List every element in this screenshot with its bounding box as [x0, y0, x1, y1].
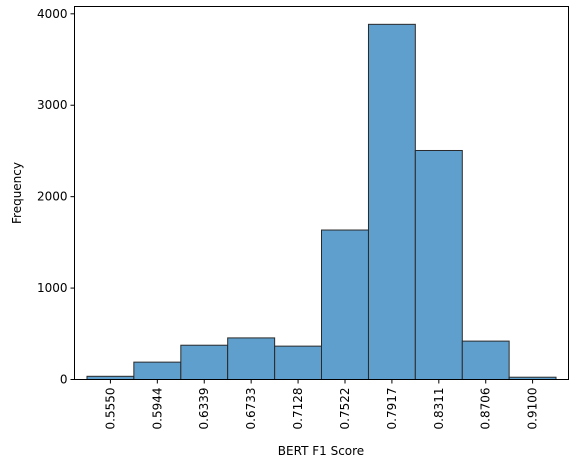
x-tick-label: 0.7128	[291, 388, 305, 430]
y-tick-label: 3000	[37, 98, 68, 112]
x-axis-label: BERT F1 Score	[278, 444, 364, 458]
histogram-bar-8	[415, 150, 462, 379]
histogram-bar-3	[181, 345, 228, 379]
x-tick-label: 0.7917	[385, 388, 399, 430]
y-tick-label: 2000	[37, 190, 68, 204]
bars-group	[87, 24, 556, 379]
histogram-bar-9	[462, 341, 509, 379]
x-tick-label: 0.5944	[150, 388, 164, 430]
x-tick-label: 0.6339	[197, 388, 211, 430]
y-axis-ticks: 0 1000 2000 3000 4000	[37, 7, 75, 387]
x-tick-label: 0.6733	[244, 388, 258, 430]
y-axis-label: Frequency	[10, 162, 24, 224]
x-tick-label: 0.5550	[103, 388, 117, 430]
histogram-bar-4	[228, 338, 275, 380]
histogram-bar-5	[275, 346, 322, 379]
y-tick-label: 4000	[37, 7, 68, 21]
x-tick-label: 0.7522	[338, 388, 352, 430]
histogram-bar-7	[368, 24, 415, 379]
x-tick-label: 0.8311	[432, 388, 446, 430]
x-tick-label: 0.8706	[479, 388, 493, 430]
histogram-bar-6	[322, 230, 369, 379]
x-axis-ticks: 0.5550 0.5944 0.6339 0.6733 0.7128 0.7522 0.79…	[103, 380, 539, 430]
x-tick-label: 0.9100	[526, 388, 540, 430]
y-tick-label: 1000	[37, 281, 68, 295]
y-tick-label: 0	[60, 373, 68, 387]
histogram-bar-2	[134, 362, 181, 379]
